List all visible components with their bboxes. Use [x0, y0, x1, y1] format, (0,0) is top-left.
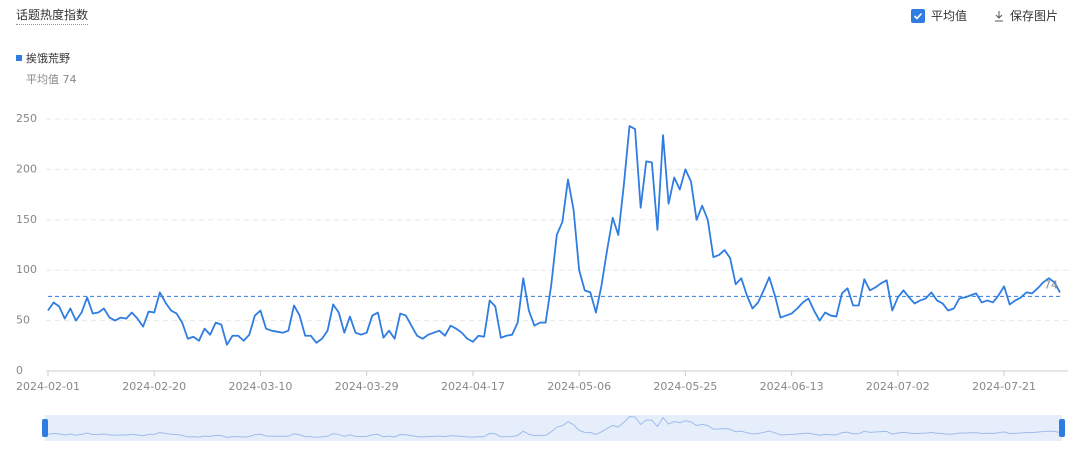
x-tick-label: 2024-07-02	[866, 380, 930, 393]
legend-swatch	[16, 55, 22, 61]
average-info: 平均值 74	[26, 71, 77, 87]
x-tick-label: 2024-06-13	[760, 380, 824, 393]
average-line-label: 74	[1044, 278, 1058, 291]
x-tick-label: 2024-05-25	[653, 380, 717, 393]
x-tick-label: 2024-03-29	[335, 380, 399, 393]
zoom-handle[interactable]	[1059, 419, 1065, 437]
zoom-preview-line	[47, 416, 1061, 439]
x-tick-label: 2024-05-06	[547, 380, 611, 393]
average-checkbox[interactable]: 平均值	[911, 7, 967, 24]
y-tick-label: 200	[16, 162, 37, 175]
average-value: 74	[62, 73, 77, 86]
y-tick-label: 50	[16, 314, 30, 327]
y-tick-label: 0	[16, 364, 23, 377]
x-tick-label: 2024-02-20	[122, 380, 186, 393]
x-tick-label: 2024-03-10	[228, 380, 292, 393]
checkbox-label: 平均值	[931, 9, 968, 23]
checkbox-icon	[911, 8, 925, 23]
x-tick-label: 2024-02-01	[16, 380, 80, 393]
save-image-button[interactable]: 保存图片	[994, 7, 1058, 24]
save-label: 保存图片	[1010, 9, 1059, 23]
x-tick-label: 2024-04-17	[441, 380, 505, 393]
legend: 挨饿荒野	[16, 50, 70, 66]
series-line	[47, 125, 1061, 346]
average-label: 平均值	[26, 73, 59, 86]
y-tick-label: 100	[16, 263, 37, 276]
x-tick-label: 2024-07-21	[972, 380, 1036, 393]
legend-label: 挨饿荒野	[26, 52, 70, 65]
y-tick-label: 150	[16, 213, 37, 226]
page-title: 话题热度指数	[16, 6, 89, 25]
zoom-handle[interactable]	[42, 419, 48, 437]
y-tick-label: 250	[16, 112, 37, 125]
zoom-slider-track	[45, 415, 1062, 441]
download-icon	[995, 10, 1003, 21]
